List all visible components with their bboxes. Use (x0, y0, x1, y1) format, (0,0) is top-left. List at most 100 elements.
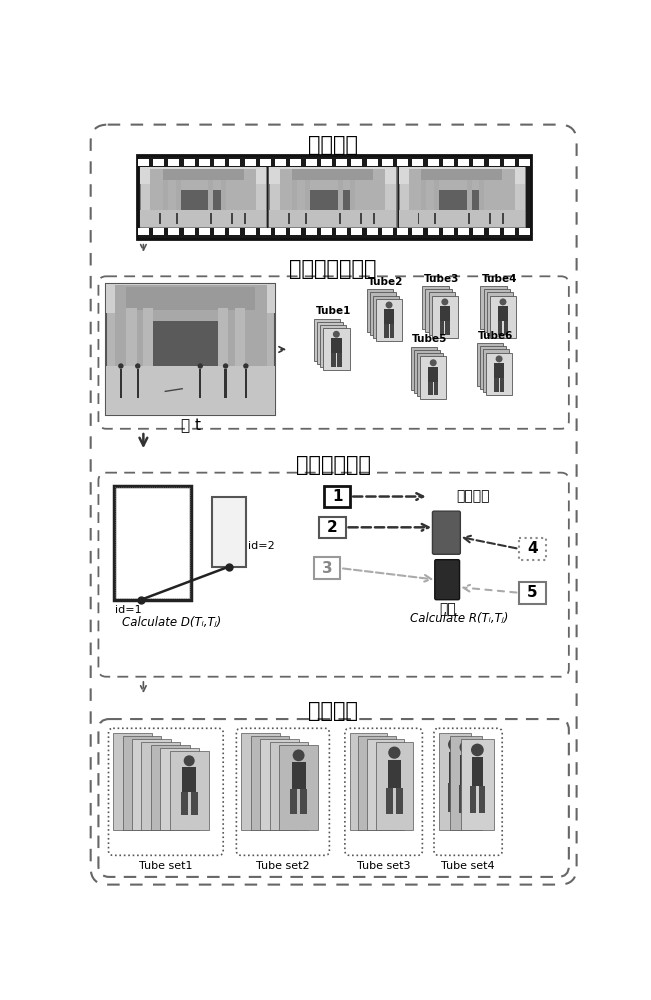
Bar (270, 167, 396, 227)
Circle shape (380, 744, 392, 756)
Bar (320, 325, 346, 367)
Bar (262, 785, 268, 813)
Bar (368, 785, 376, 813)
Bar (396, 788, 402, 814)
Bar (160, 748, 199, 830)
Bar (413, 158, 423, 166)
Bar (290, 789, 297, 814)
Bar (137, 369, 139, 398)
Bar (153, 228, 164, 235)
Text: 2: 2 (327, 520, 338, 535)
Circle shape (495, 355, 503, 362)
Bar (486, 353, 512, 395)
Bar (260, 158, 271, 166)
Bar (262, 783, 269, 812)
Text: Tube6: Tube6 (478, 331, 514, 341)
Bar (321, 228, 332, 235)
Bar (358, 736, 396, 830)
Circle shape (155, 747, 167, 759)
Bar (504, 228, 515, 235)
Bar (370, 292, 396, 335)
Bar (478, 786, 484, 813)
Bar (273, 757, 286, 786)
Bar (184, 228, 195, 235)
Bar (367, 228, 378, 235)
Circle shape (174, 752, 186, 764)
Bar (397, 158, 408, 166)
Bar (163, 762, 177, 789)
Bar (489, 228, 499, 235)
Bar (331, 353, 336, 367)
Circle shape (243, 363, 249, 369)
Bar (324, 486, 350, 507)
Bar (448, 783, 454, 812)
Bar (163, 180, 168, 210)
Bar (414, 350, 440, 393)
Bar (413, 228, 423, 235)
Bar (450, 736, 482, 830)
Bar (210, 213, 212, 224)
Circle shape (333, 331, 340, 338)
Bar (260, 739, 299, 830)
Circle shape (135, 363, 141, 369)
Bar (290, 228, 301, 235)
Bar (253, 752, 268, 783)
Bar (426, 289, 452, 332)
Bar (135, 755, 149, 785)
Bar (490, 296, 516, 338)
Bar (384, 309, 395, 324)
Bar (245, 369, 247, 398)
Bar (432, 296, 458, 338)
Bar (132, 739, 171, 830)
Bar (428, 292, 455, 335)
Bar (504, 158, 515, 166)
Bar (319, 517, 346, 538)
Bar (379, 757, 393, 786)
Bar (191, 792, 198, 815)
Bar (489, 158, 499, 166)
Bar (373, 296, 399, 338)
Bar (434, 180, 439, 210)
Bar (439, 733, 471, 830)
Bar (217, 308, 228, 366)
Bar (113, 733, 152, 830)
Bar (389, 324, 395, 338)
Bar (480, 346, 506, 389)
Bar (138, 158, 149, 166)
Bar (498, 321, 503, 335)
Bar (439, 306, 450, 321)
Bar (331, 338, 342, 353)
Circle shape (430, 359, 437, 366)
Text: Tube set2: Tube set2 (256, 861, 310, 871)
Text: Calculate R(Tᵢ,Tⱼ): Calculate R(Tᵢ,Tⱼ) (410, 612, 509, 625)
Bar (251, 736, 289, 830)
Bar (387, 760, 401, 788)
Bar (449, 752, 461, 783)
Bar (124, 783, 131, 812)
Bar (252, 783, 259, 812)
Circle shape (254, 738, 267, 751)
Bar (263, 755, 277, 785)
Circle shape (385, 302, 393, 308)
Bar (221, 180, 226, 210)
Bar (106, 284, 275, 313)
Bar (271, 786, 278, 813)
Bar (323, 328, 350, 370)
Bar (398, 167, 525, 227)
Text: Tube2: Tube2 (368, 277, 404, 287)
Text: 3: 3 (322, 561, 333, 576)
Bar (199, 158, 210, 166)
Bar (229, 228, 240, 235)
Bar (271, 785, 279, 813)
Bar (180, 190, 226, 210)
Text: 帧 t: 帧 t (180, 418, 201, 433)
Circle shape (441, 298, 449, 305)
Bar (275, 228, 286, 235)
Bar (428, 382, 433, 395)
Circle shape (135, 741, 148, 754)
Text: 目标检测与跟踪: 目标检测与跟踪 (290, 259, 377, 279)
Bar (421, 180, 426, 210)
FancyBboxPatch shape (435, 560, 460, 600)
Bar (503, 321, 508, 335)
Bar (467, 785, 473, 813)
